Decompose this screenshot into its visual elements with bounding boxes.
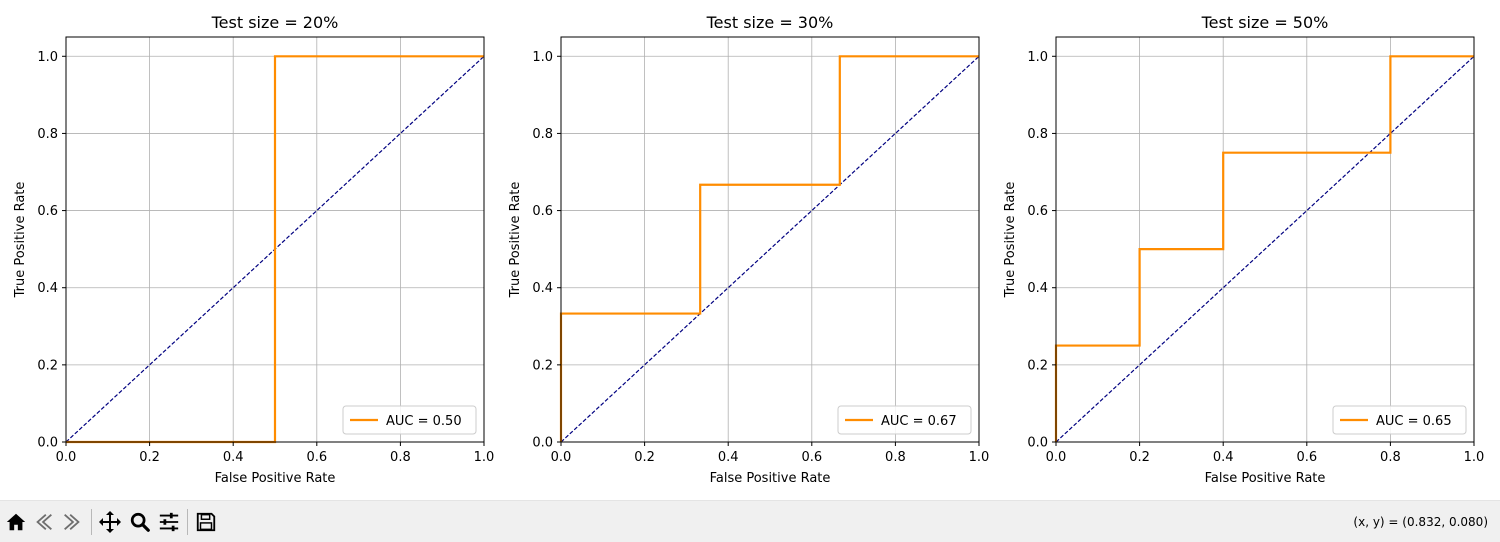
legend: AUC = 0.50 <box>343 406 476 434</box>
y-tick-label: 0.2 <box>532 358 553 373</box>
roc-plots: 0.0 0.2 0.4 0.6 0.8 1.0 0.0 0.2 0.4 0.6 0.8 1.0 Test… <box>0 0 1500 500</box>
y-axis-label: True Positive Rate <box>13 182 28 299</box>
subplot-2: 0.0 0.2 0.4 0.6 0.8 1.0 0.0 0.2 0.4 0.6 0.8 1.0 Test… <box>508 13 989 486</box>
pan-button[interactable] <box>97 509 123 535</box>
legend-label: AUC = 0.65 <box>1376 414 1452 429</box>
toolbar-separator <box>91 509 92 535</box>
y-axis-label: True Positive Rate <box>508 182 523 299</box>
x-tick-label: 1.0 <box>1464 450 1485 465</box>
x-tick-label: 0.2 <box>1129 450 1150 465</box>
y-tick-label: 0.8 <box>532 127 553 142</box>
sliders-icon <box>158 511 180 533</box>
chart-title: Test size = 50% <box>1201 13 1329 32</box>
x-tick-label: 0.0 <box>56 450 77 465</box>
y-tick-label: 0.6 <box>532 204 553 219</box>
move-icon <box>98 510 122 534</box>
home-button[interactable] <box>3 509 29 535</box>
y-axis-label: True Positive Rate <box>1003 182 1018 299</box>
forward-button[interactable] <box>59 509 85 535</box>
y-tick-label: 0.6 <box>1027 204 1048 219</box>
x-axis-label: False Positive Rate <box>1205 471 1326 486</box>
y-tick-label: 1.0 <box>1027 50 1048 65</box>
plot-area <box>1056 37 1474 442</box>
zoom-button[interactable] <box>127 509 153 535</box>
y-tick-label: 0.0 <box>532 436 553 451</box>
x-tick-label: 0.4 <box>718 450 739 465</box>
magnifier-icon <box>129 511 151 533</box>
subplot-1: 0.0 0.2 0.4 0.6 0.8 1.0 0.0 0.2 0.4 0.6 0.8 1.0 Test… <box>13 13 494 486</box>
floppy-disk-icon <box>195 511 217 533</box>
x-tick-label: 0.8 <box>1380 450 1401 465</box>
x-axis-label: False Positive Rate <box>215 471 336 486</box>
plot-area <box>561 37 979 442</box>
x-tick-label: 0.2 <box>634 450 655 465</box>
x-tick-label: 0.0 <box>551 450 572 465</box>
navigation-toolbar: (x, y) = (0.832, 0.080) <box>0 500 1500 542</box>
y-tick-label: 0.4 <box>1027 281 1048 296</box>
y-tick-label: 1.0 <box>532 50 553 65</box>
legend: AUC = 0.65 <box>1333 406 1466 434</box>
save-button[interactable] <box>193 509 219 535</box>
cursor-coordinates: (x, y) = (0.832, 0.080) <box>1353 515 1488 529</box>
x-tick-label: 0.8 <box>885 450 906 465</box>
y-tick-label: 1.0 <box>37 50 58 65</box>
y-tick-label: 0.0 <box>1027 436 1048 451</box>
x-tick-label: 1.0 <box>969 450 990 465</box>
y-tick-label: 0.6 <box>37 204 58 219</box>
figure-canvas[interactable]: 0.0 0.2 0.4 0.6 0.8 1.0 0.0 0.2 0.4 0.6 0.8 1.0 Test… <box>0 0 1500 500</box>
chart-title: Test size = 30% <box>706 13 834 32</box>
x-tick-label: 1.0 <box>474 450 495 465</box>
x-tick-label: 0.6 <box>801 450 822 465</box>
x-axis-label: False Positive Rate <box>710 471 831 486</box>
subplot-3: 0.0 0.2 0.4 0.6 0.8 1.0 0.0 0.2 0.4 0.6 0.8 1.0 Test… <box>1003 13 1484 486</box>
x-tick-label: 0.2 <box>139 450 160 465</box>
back-arrow-icon <box>33 511 55 533</box>
back-button[interactable] <box>31 509 57 535</box>
forward-arrow-icon <box>61 511 83 533</box>
home-icon <box>5 511 27 533</box>
y-tick-label: 0.2 <box>1027 358 1048 373</box>
y-tick-label: 0.4 <box>532 281 553 296</box>
y-tick-label: 0.8 <box>37 127 58 142</box>
legend: AUC = 0.67 <box>838 406 971 434</box>
configure-subplots-button[interactable] <box>156 509 182 535</box>
chart-title: Test size = 20% <box>211 13 339 32</box>
legend-label: AUC = 0.67 <box>881 414 957 429</box>
x-tick-label: 0.6 <box>1296 450 1317 465</box>
x-tick-label: 0.4 <box>1213 450 1234 465</box>
x-tick-label: 0.0 <box>1046 450 1067 465</box>
legend-label: AUC = 0.50 <box>386 414 462 429</box>
y-tick-label: 0.0 <box>37 436 58 451</box>
y-tick-label: 0.4 <box>37 281 58 296</box>
toolbar-separator <box>187 509 188 535</box>
x-tick-label: 0.4 <box>223 450 244 465</box>
x-tick-label: 0.8 <box>390 450 411 465</box>
x-tick-label: 0.6 <box>306 450 327 465</box>
y-tick-label: 0.2 <box>37 358 58 373</box>
y-tick-label: 0.8 <box>1027 127 1048 142</box>
